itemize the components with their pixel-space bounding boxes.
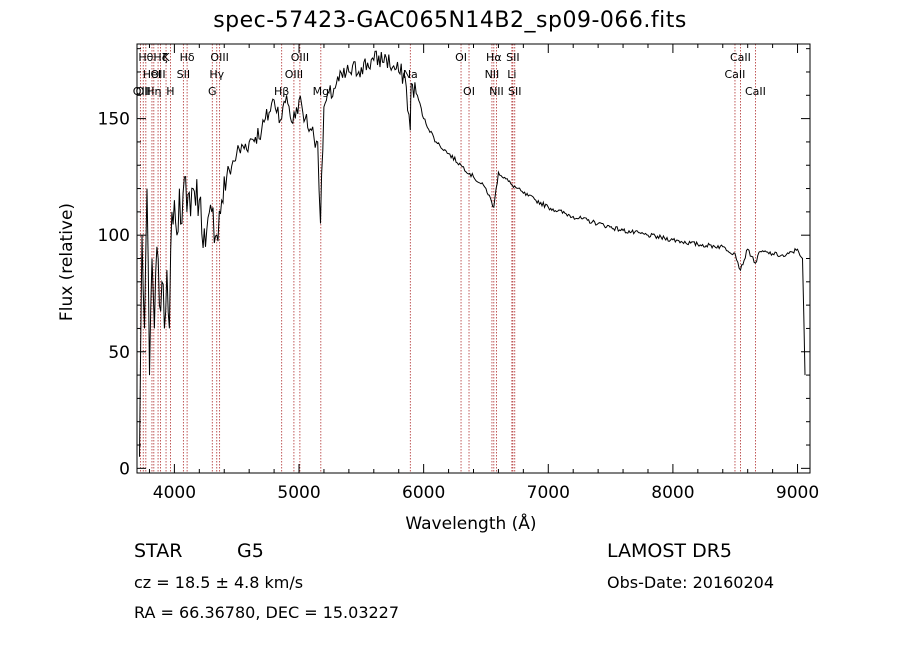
y-tick-label: 100	[98, 226, 130, 246]
line-marker-label: OIII	[210, 51, 228, 64]
line-marker-label: OII	[136, 85, 151, 98]
x-tick-label: 6000	[402, 483, 445, 503]
observation-date: Obs-Date: 20160204	[607, 573, 775, 592]
line-markers	[139, 44, 756, 473]
x-axis-label: Wavelength (Å)	[405, 512, 536, 534]
redshift-cz: cz = 18.5 ± 4.8 km/s	[134, 573, 304, 592]
y-axis: 0 50 100 150	[98, 48, 810, 479]
line-marker-label: OI	[463, 85, 475, 98]
object-subclass: G5	[237, 540, 264, 562]
line-marker-label: Hγ	[209, 68, 224, 81]
line-marker-label: SII	[506, 51, 519, 64]
line-marker-label: NII	[489, 85, 504, 98]
line-marker-label: NII	[485, 68, 500, 81]
line-marker-label: Hθ	[138, 51, 153, 64]
chart-title: spec-57423-GAC065N14B2_sp09-066.fits	[213, 8, 687, 33]
x-tick-label: 8000	[651, 483, 694, 503]
line-marker-label: HeI	[143, 68, 161, 81]
line-marker-label: Hβ	[274, 85, 289, 98]
line-marker-label: Hα	[486, 51, 502, 64]
line-marker-labels: OIIOIIHθHeIHηOIIHζKHSIIHδGHγOIIIHβOIIIOI…	[133, 51, 766, 98]
line-marker-label: CaII	[725, 68, 746, 81]
line-marker-label: OIII	[291, 51, 309, 64]
line-marker-label: Hη	[146, 85, 161, 98]
x-tick-label: 7000	[527, 483, 570, 503]
line-marker-label: Li	[507, 68, 516, 81]
x-tick-label: 4000	[153, 483, 196, 503]
x-tick-label: 9000	[776, 483, 819, 503]
line-marker-label: K	[162, 51, 170, 64]
y-axis-label: Flux (relative)	[57, 203, 77, 321]
line-marker-label: SII	[508, 85, 521, 98]
line-marker-label: G	[208, 85, 217, 98]
line-marker-label: CaII	[745, 85, 766, 98]
y-tick-label: 50	[108, 343, 130, 363]
line-marker-label: Mg	[313, 85, 329, 98]
line-marker-label: SII	[177, 68, 190, 81]
line-marker-label: H	[166, 85, 174, 98]
x-axis: 4000 5000 6000 7000 8000 9000	[148, 44, 819, 503]
line-marker-label: CaII	[730, 51, 751, 64]
survey-name: LAMOST DR5	[607, 540, 732, 562]
object-class: STAR	[134, 540, 183, 562]
line-marker-label: Hζ	[153, 51, 167, 64]
line-marker-label: OI	[455, 51, 467, 64]
spectrum-line	[139, 50, 806, 457]
y-tick-label: 150	[98, 110, 130, 130]
line-marker-label: OIII	[285, 68, 303, 81]
y-tick-label: 0	[119, 459, 130, 479]
line-marker-label: OII	[133, 85, 148, 98]
x-tick-label: 5000	[277, 483, 320, 503]
line-marker-label: Hδ	[180, 51, 195, 64]
plot-frame	[136, 43, 811, 474]
line-marker-label: Na	[403, 68, 418, 81]
line-marker-label: OII	[150, 68, 165, 81]
coordinates: RA = 66.36780, DEC = 15.03227	[134, 603, 400, 622]
